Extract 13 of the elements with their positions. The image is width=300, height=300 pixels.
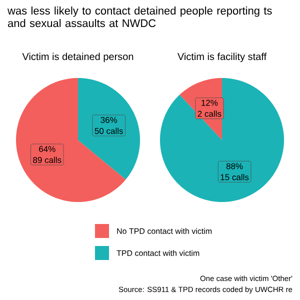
text: 2 calls	[198, 110, 222, 117]
text: 50 calls	[94, 128, 123, 134]
text: 36%	[100, 116, 118, 123]
text: 88%	[226, 163, 243, 170]
legend-label: TPD contact with victim	[116, 250, 200, 256]
text: 64%	[39, 146, 56, 152]
chart-title: Victim is facility staff	[178, 52, 267, 62]
text: 12%	[202, 100, 218, 106]
chart-subtitle: Victim is detained person	[22, 52, 134, 62]
text: 89 calls	[33, 156, 62, 164]
text: 15 calls	[220, 174, 249, 180]
chart-title: was less likely to contact detained people reporting ts and sexual assaults at NWDC	[8, 6, 272, 28]
legend-label: No TPD contact with victim	[117, 228, 212, 234]
